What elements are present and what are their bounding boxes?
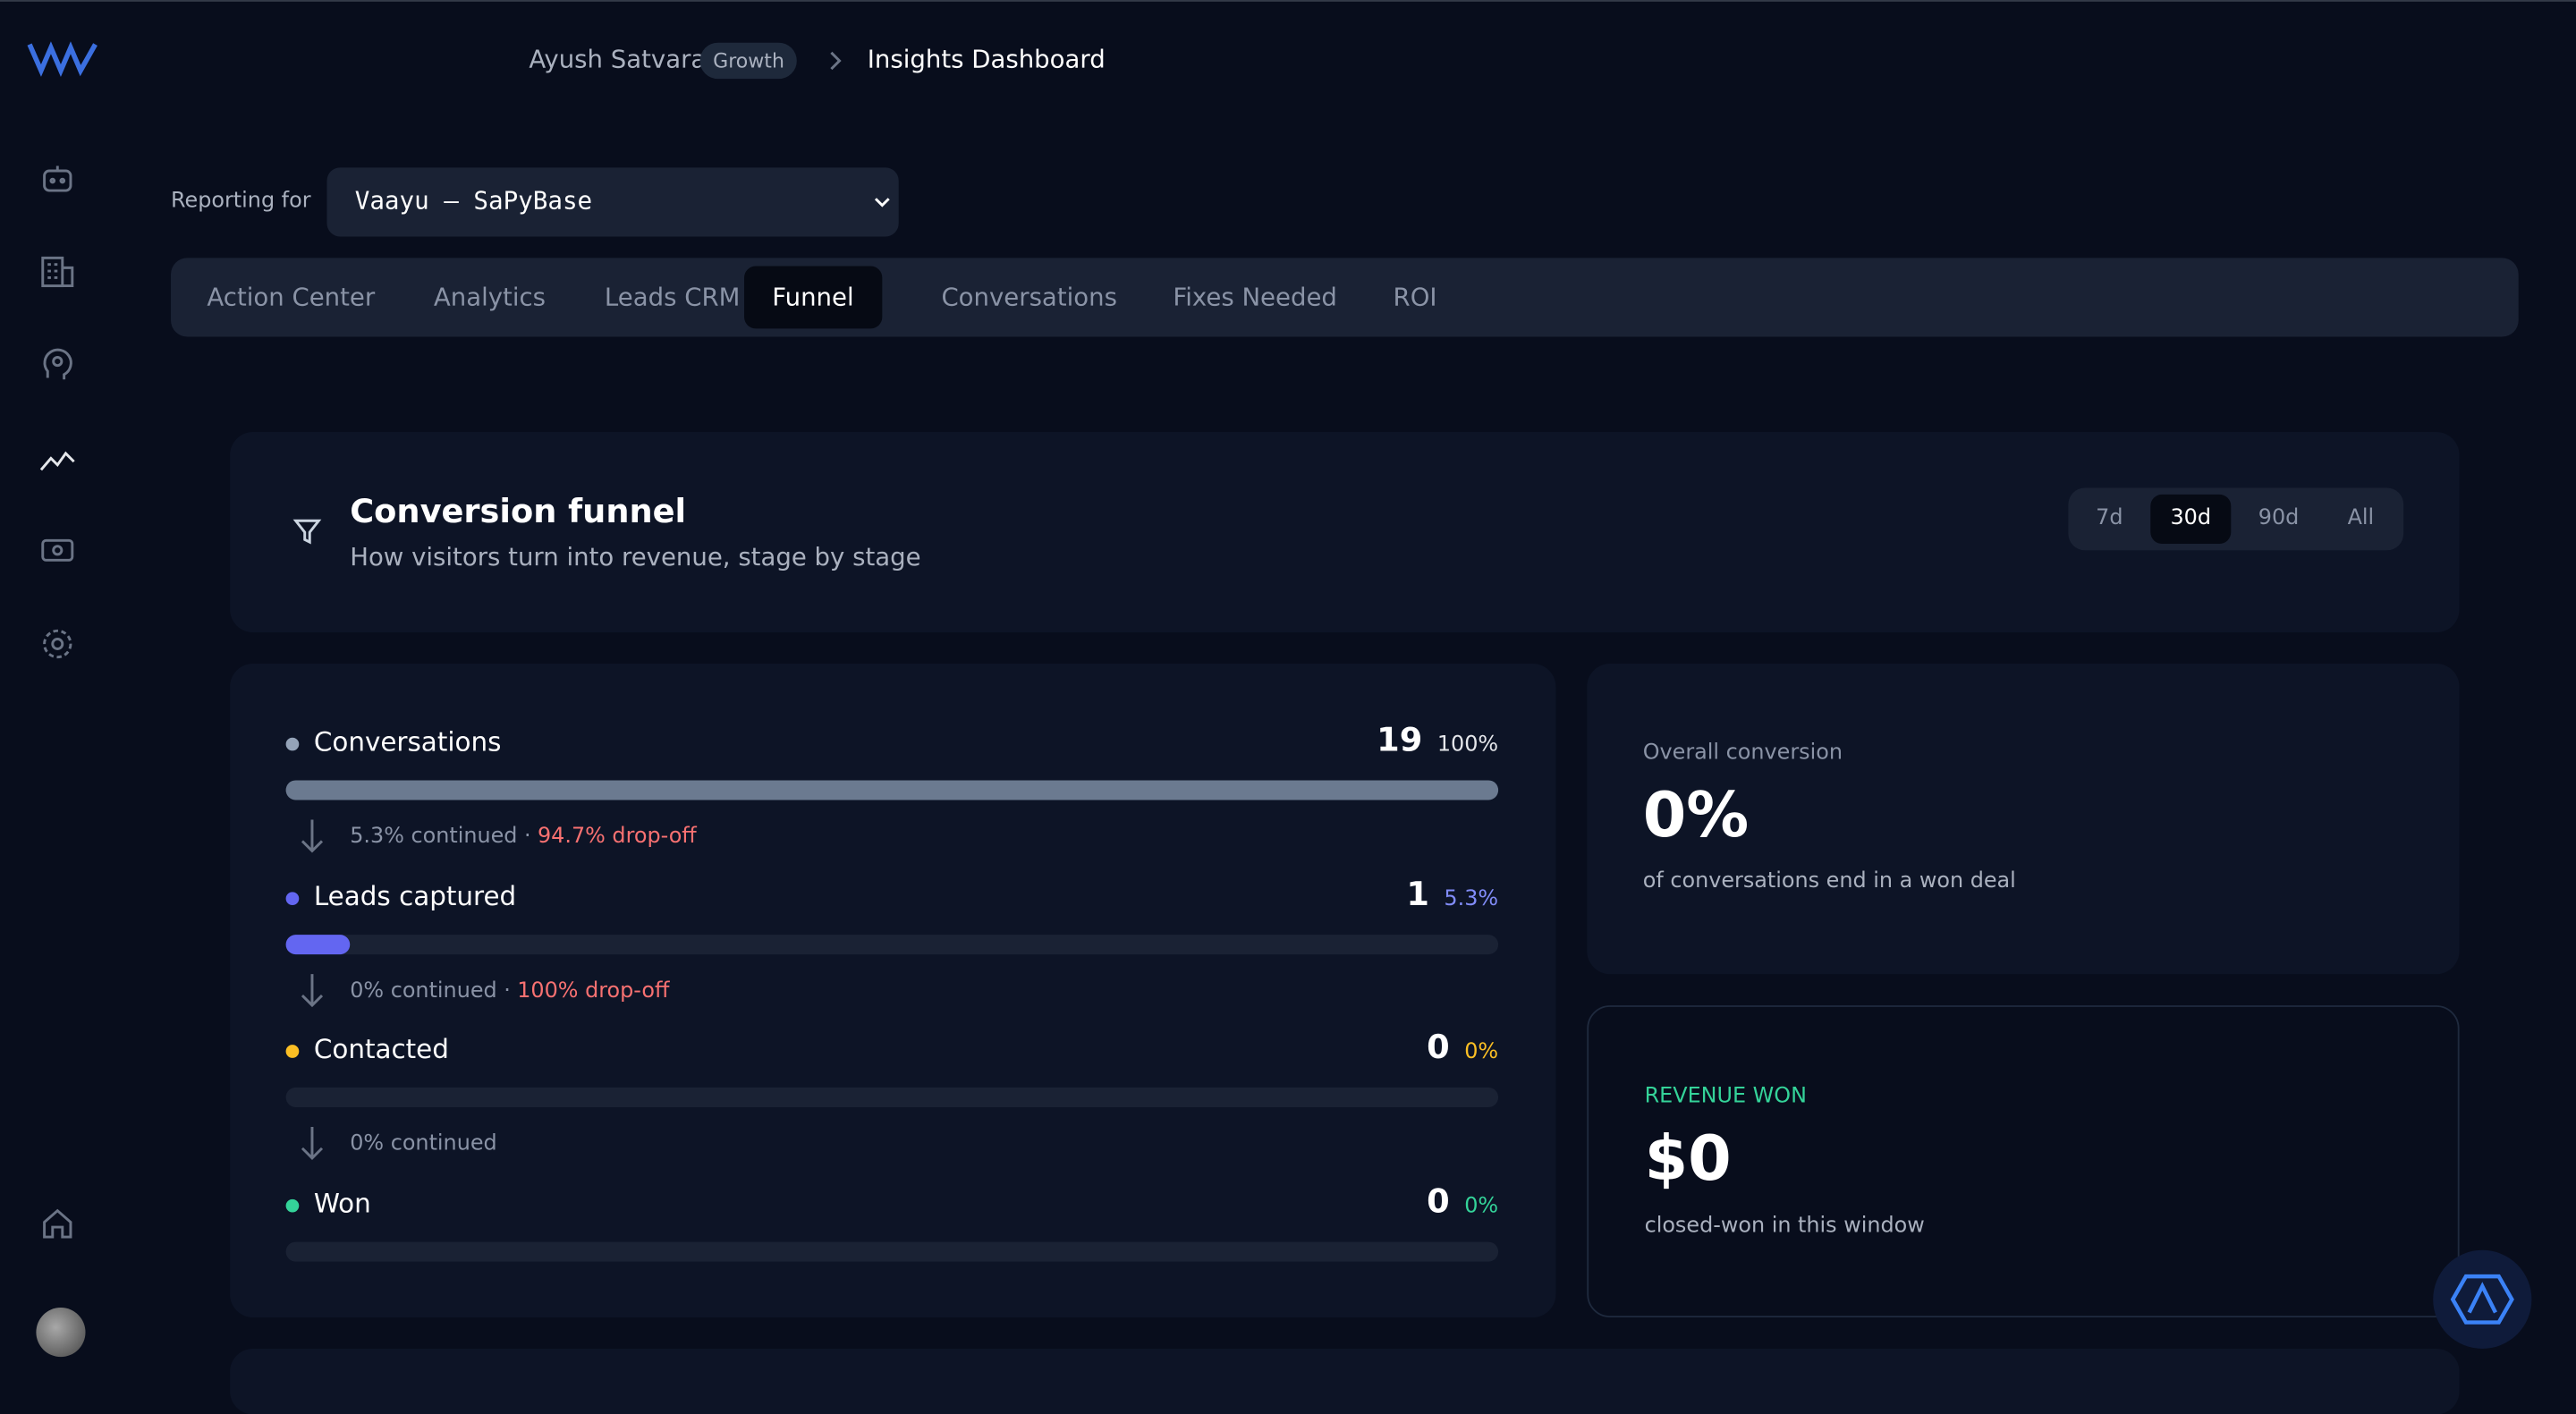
stage-dot bbox=[285, 1198, 300, 1213]
period-switch: 7d 30d 90d All bbox=[2068, 487, 2404, 551]
stage-name: Contacted bbox=[313, 1034, 449, 1065]
breadcrumb-page: Insights Dashboard bbox=[867, 44, 1106, 74]
revenue-value: $0 bbox=[1644, 1122, 1732, 1195]
tab[interactable]: Fixes Needed bbox=[1173, 282, 1337, 312]
revenue-card: REVENUE WON $0 closed-won in this window bbox=[1587, 1005, 2460, 1318]
assistant-button[interactable] bbox=[2433, 1249, 2532, 1349]
continued-text: 0% continued bbox=[350, 1132, 497, 1157]
stage-dot bbox=[285, 891, 300, 905]
stage-track bbox=[285, 1088, 1499, 1108]
funnel-card: Conversations 19 100% 5.3% continued · 94.7%… bbox=[230, 664, 1556, 1318]
revenue-label: REVENUE WON bbox=[1644, 1084, 1807, 1109]
stage-stats: 19 100% bbox=[1377, 719, 1498, 758]
tab[interactable]: Leads CRM bbox=[604, 282, 741, 312]
stage-dot bbox=[285, 737, 300, 751]
next-card bbox=[230, 1348, 2460, 1414]
overall-value: 0% bbox=[1642, 778, 1750, 851]
dropoff-text: 94.7% drop-off bbox=[537, 825, 697, 850]
stage-arrow bbox=[301, 973, 324, 1007]
tab[interactable]: Conversations bbox=[941, 282, 1117, 312]
overall-caption: of conversations end in a won deal bbox=[1642, 868, 2016, 894]
nav-money[interactable] bbox=[38, 530, 77, 570]
site-select-value: Vaayu — SaPyBase bbox=[354, 185, 593, 216]
nav-bot[interactable] bbox=[38, 159, 77, 199]
continued-text: 5.3% continued · bbox=[350, 825, 531, 850]
nav-brain[interactable] bbox=[38, 345, 77, 385]
stage-transition: 5.3% continued · 94.7% drop-off bbox=[350, 825, 697, 850]
stage-bar bbox=[285, 780, 1499, 800]
stage-name: Won bbox=[313, 1188, 371, 1220]
breadcrumb-user[interactable]: Ayush Satvara bbox=[529, 44, 707, 74]
funnel-title: Conversion funnel bbox=[350, 491, 687, 531]
stage-track bbox=[285, 934, 1499, 954]
breadcrumb-chevron bbox=[830, 51, 842, 71]
stage-stats: 0 0% bbox=[1427, 1028, 1498, 1067]
stage-track bbox=[285, 1241, 1499, 1262]
funnel-icon bbox=[292, 519, 322, 545]
stage-share: 0% bbox=[1464, 1194, 1499, 1220]
avatar[interactable] bbox=[36, 1308, 86, 1358]
funnel-subtitle: How visitors turn into revenue, stage by… bbox=[350, 542, 921, 572]
nav-settings[interactable] bbox=[38, 624, 77, 664]
tab[interactable]: ROI bbox=[1393, 282, 1437, 312]
stage-name: Conversations bbox=[313, 725, 502, 758]
site-select[interactable]: Vaayu — SaPyBase bbox=[326, 167, 899, 237]
nav-insights[interactable] bbox=[38, 438, 77, 478]
continued-text: 0% continued · bbox=[350, 978, 511, 1003]
reporting-label: Reporting for bbox=[171, 189, 311, 214]
nav-home[interactable] bbox=[38, 1204, 77, 1243]
dropoff-text: 100% drop-off bbox=[517, 978, 670, 1003]
period-option[interactable]: 7d bbox=[2096, 505, 2123, 531]
period-option[interactable]: 90d bbox=[2258, 505, 2300, 531]
tab[interactable]: Action Center bbox=[207, 282, 376, 312]
stage-dot bbox=[285, 1045, 300, 1059]
stage-share: 5.3% bbox=[1444, 886, 1499, 911]
stage-name: Leads captured bbox=[313, 879, 517, 911]
assistant-icon bbox=[2450, 1274, 2514, 1325]
tab-bar: Action Center Analytics Leads CRM Funnel Con… bbox=[171, 258, 2519, 337]
plan-badge: Growth bbox=[699, 42, 798, 80]
stage-stats: 0 0% bbox=[1427, 1181, 1498, 1221]
tab[interactable]: Funnel bbox=[744, 266, 882, 329]
stage-bar bbox=[285, 934, 351, 954]
stage-share: 100% bbox=[1436, 732, 1499, 758]
select-caret bbox=[874, 198, 890, 207]
period-option[interactable]: 30d bbox=[2150, 494, 2232, 544]
stage-count: 1 bbox=[1406, 873, 1429, 913]
stage-arrow bbox=[301, 819, 324, 853]
stage-transition: 0% continued bbox=[350, 1132, 496, 1157]
revenue-caption: closed-won in this window bbox=[1644, 1214, 1925, 1239]
logo[interactable] bbox=[26, 38, 101, 80]
tab[interactable]: Analytics bbox=[433, 282, 547, 312]
stage-share: 0% bbox=[1464, 1040, 1499, 1065]
stage-arrow bbox=[301, 1127, 324, 1161]
overall-card: Overall conversion 0% of conversations e… bbox=[1587, 664, 2460, 975]
stage-stats: 1 5.3% bbox=[1406, 874, 1498, 913]
overall-label: Overall conversion bbox=[1642, 741, 1843, 766]
stage-count: 0 bbox=[1427, 1181, 1450, 1221]
stage-count: 19 bbox=[1377, 719, 1423, 759]
period-option[interactable]: All bbox=[2347, 505, 2375, 531]
nav-building[interactable] bbox=[38, 251, 77, 291]
stage-transition: 0% continued · 100% drop-off bbox=[350, 978, 669, 1003]
stage-count: 0 bbox=[1427, 1027, 1450, 1067]
